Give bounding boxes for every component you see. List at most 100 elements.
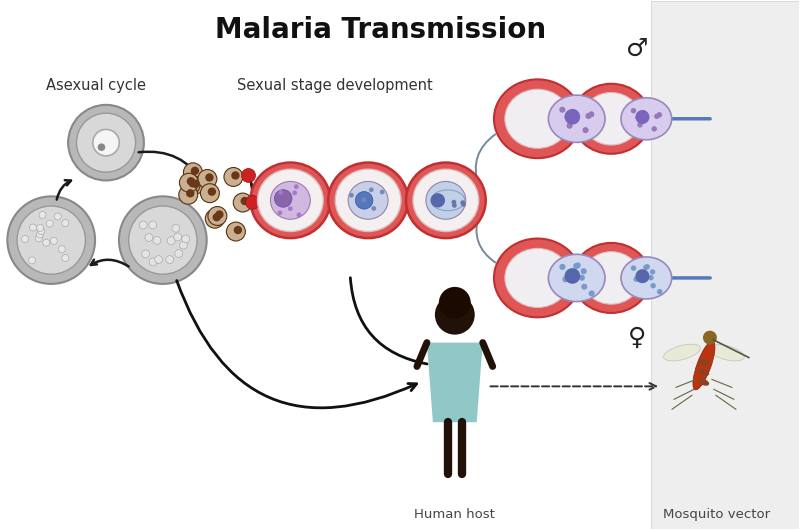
Circle shape [181,175,200,194]
Circle shape [201,184,219,202]
Ellipse shape [698,359,709,366]
Circle shape [635,115,641,120]
Circle shape [297,213,302,217]
Circle shape [119,196,206,284]
Circle shape [380,190,385,195]
Circle shape [145,234,153,242]
Circle shape [452,203,457,208]
Ellipse shape [328,163,408,238]
Circle shape [589,290,594,296]
Circle shape [142,250,150,258]
Circle shape [294,184,298,189]
Circle shape [349,193,354,198]
Circle shape [98,144,106,151]
Circle shape [650,283,656,288]
Circle shape [77,113,135,172]
Circle shape [631,266,636,271]
Circle shape [565,109,580,125]
Circle shape [198,170,217,188]
Circle shape [566,122,573,129]
Circle shape [582,284,587,290]
Circle shape [588,111,594,117]
Ellipse shape [413,169,478,232]
Circle shape [190,166,199,175]
Circle shape [22,235,29,243]
Circle shape [58,246,66,253]
Circle shape [371,206,376,211]
Circle shape [215,210,223,219]
Circle shape [174,250,182,258]
Circle shape [657,112,662,118]
Circle shape [186,189,194,198]
Circle shape [362,198,366,202]
Circle shape [213,213,221,222]
Circle shape [460,200,465,205]
Circle shape [278,190,283,195]
Ellipse shape [505,89,570,148]
Circle shape [35,235,42,242]
Circle shape [369,188,374,192]
Circle shape [179,173,198,192]
Circle shape [451,200,456,205]
Circle shape [62,254,69,261]
Ellipse shape [426,181,466,219]
Circle shape [50,237,58,244]
Circle shape [439,287,470,319]
Text: Asexual cycle: Asexual cycle [46,78,146,93]
Text: Mosquito vector: Mosquito vector [663,508,770,520]
Circle shape [182,235,190,243]
Circle shape [93,129,119,156]
Circle shape [657,289,662,294]
Circle shape [68,105,144,180]
Circle shape [565,114,570,120]
Circle shape [149,221,157,229]
Circle shape [186,177,195,186]
Circle shape [562,276,569,282]
Circle shape [149,258,157,266]
Circle shape [559,264,566,270]
Circle shape [568,114,574,120]
Circle shape [189,179,197,188]
Ellipse shape [250,163,330,238]
Circle shape [206,173,214,182]
Circle shape [129,206,197,274]
Text: ♀: ♀ [628,325,646,350]
Circle shape [172,224,180,232]
Circle shape [559,107,566,113]
Circle shape [62,219,69,226]
Circle shape [224,167,243,187]
Circle shape [37,224,44,232]
Circle shape [274,190,292,207]
Circle shape [36,231,43,238]
Ellipse shape [549,95,605,143]
Circle shape [242,169,255,182]
Circle shape [288,206,293,211]
Circle shape [634,277,639,282]
Circle shape [573,263,579,269]
Polygon shape [427,342,482,422]
Ellipse shape [572,84,650,154]
Circle shape [174,233,182,241]
Circle shape [231,171,240,180]
Circle shape [574,262,581,269]
Ellipse shape [406,163,486,238]
Circle shape [139,221,147,229]
Circle shape [278,210,282,215]
Circle shape [206,209,224,228]
Circle shape [7,196,95,284]
Ellipse shape [582,93,641,145]
Circle shape [46,220,54,227]
Circle shape [241,197,249,205]
Circle shape [645,264,650,270]
Ellipse shape [707,344,744,361]
Circle shape [638,122,642,128]
Text: Human host: Human host [414,508,495,520]
Ellipse shape [258,169,323,232]
FancyBboxPatch shape [651,2,798,528]
Text: ♂: ♂ [626,37,648,61]
Circle shape [208,188,216,196]
Circle shape [30,224,37,231]
Ellipse shape [494,238,581,317]
Circle shape [651,126,657,131]
Circle shape [630,108,636,113]
